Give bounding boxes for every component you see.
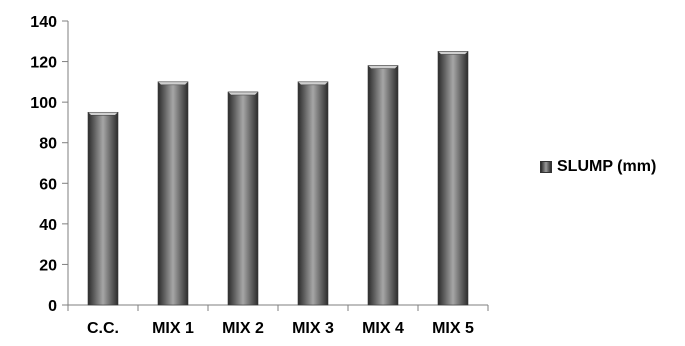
bar-top-cap xyxy=(437,51,469,55)
y-tick-label: 120 xyxy=(30,55,57,72)
bar xyxy=(437,51,469,306)
x-axis: C.C. MIX 1 MIX 2 MIX 3 MIX 4 MIX 5 xyxy=(67,304,489,337)
bar xyxy=(297,81,329,306)
bar-top-cap xyxy=(87,112,119,116)
y-axis: 0 20 40 60 80 100 120 140 xyxy=(30,14,69,315)
y-tick-label: 80 xyxy=(39,136,57,153)
bar xyxy=(227,91,259,306)
legend-swatch-icon xyxy=(540,161,552,173)
bar-top-cap xyxy=(157,81,189,86)
bar-top-cap xyxy=(367,65,399,69)
bar-top-cap xyxy=(297,81,329,86)
x-tick-label: MIX 4 xyxy=(362,320,404,337)
bar xyxy=(87,111,119,306)
y-tick-label: 60 xyxy=(39,176,57,193)
x-tick-label: MIX 5 xyxy=(432,320,474,337)
legend: SLUMP (mm) xyxy=(540,158,656,176)
bar xyxy=(157,81,189,306)
y-tick-label: 100 xyxy=(30,95,57,112)
y-tick-label: 0 xyxy=(48,298,57,315)
y-tick-label: 40 xyxy=(39,217,57,234)
legend-label: SLUMP (mm) xyxy=(557,158,657,175)
bar xyxy=(367,65,399,306)
x-tick-label: MIX 3 xyxy=(292,320,334,337)
bars xyxy=(87,51,469,306)
y-tick-label: 20 xyxy=(39,257,57,274)
x-tick-label: MIX 2 xyxy=(222,320,264,337)
y-tick-label: 140 xyxy=(30,14,57,31)
x-tick-label: MIX 1 xyxy=(152,320,194,337)
x-tick-label: C.C. xyxy=(87,320,119,337)
bar-top-cap xyxy=(227,91,259,96)
